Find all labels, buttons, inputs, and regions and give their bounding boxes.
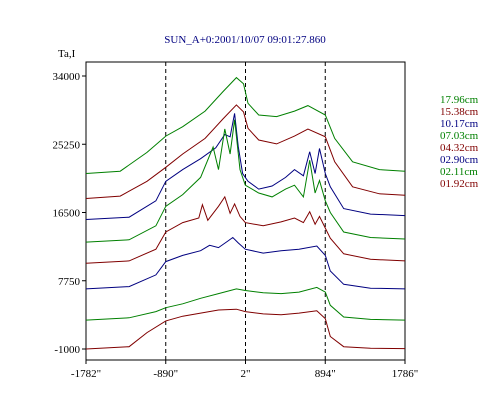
legend-entry: 04.32cm: [440, 142, 479, 154]
legend-entry: 02.11cm: [440, 166, 478, 178]
y-tick-label: 7750: [58, 276, 81, 288]
vertical-marker-lines: [165, 62, 326, 360]
legend-entry: 17.96cm: [440, 94, 479, 106]
series-line: [85, 119, 406, 243]
y-axis-label: Ta,I: [58, 48, 76, 60]
x-tick-label: 2": [241, 368, 251, 380]
series-line: [85, 113, 406, 220]
y-axis-ticks: -1000 7750 16500 25250 34000: [53, 71, 86, 356]
series-line: [85, 104, 406, 199]
series-lines: [85, 76, 406, 350]
x-tick-label: -1782": [71, 368, 101, 380]
legend-entry: 01.92cm: [440, 178, 479, 190]
series-line: [85, 286, 406, 321]
x-tick-label: 894": [315, 368, 336, 380]
y-tick-label: 34000: [53, 71, 81, 83]
x-axis-ticks: -1782" -890" 2" 894" 1786": [71, 360, 418, 380]
legend-entry: 15.38cm: [440, 106, 479, 118]
legend-entry: 10.17cm: [440, 118, 479, 130]
x-tick-label: 1786": [392, 368, 419, 380]
legend-entry: 07.03cm: [440, 130, 479, 142]
x-tick-label: -890": [153, 368, 178, 380]
series-line: [85, 195, 406, 264]
y-tick-label: 25250: [53, 139, 81, 151]
y-tick-label: 16500: [53, 208, 81, 220]
series-line: [85, 236, 406, 290]
chart-title: SUN_A+0:2001/10/07 09:01:27.860: [164, 34, 326, 46]
legend-entry: 02.90cm: [440, 154, 479, 166]
series-line: [85, 308, 406, 350]
legend: 17.96cm 15.38cm 10.17cm 07.03cm 04.32cm 02.90…: [440, 94, 478, 190]
series-line: [85, 76, 406, 174]
y-tick-label: -1000: [54, 344, 80, 356]
